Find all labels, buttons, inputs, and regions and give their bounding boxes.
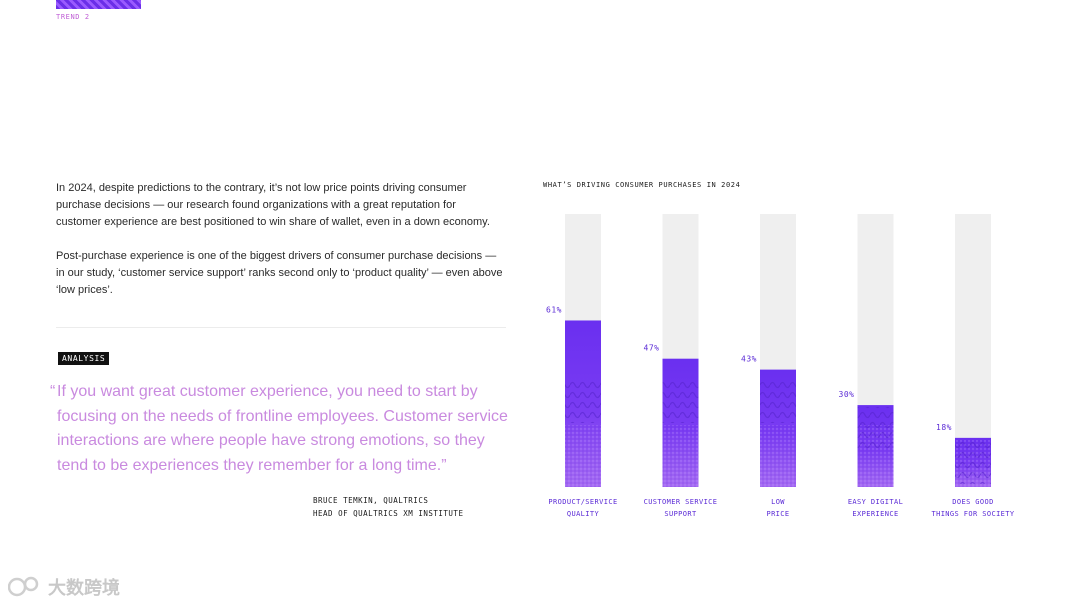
category-label: CUSTOMER SERVICE [644,498,718,506]
category-label: PRICE [766,510,789,518]
bar-value-label: 61% [546,305,562,314]
category-label: PRODUCT/SERVICE [548,498,617,506]
bar-group: 61% PRODUCT/SERVICE QUALITY [546,214,617,518]
bar-texture [565,425,601,487]
category-label: EXPERIENCE [852,510,898,518]
bar-value-label: 30% [839,390,855,399]
quote-attribution: BRUCE TEMKIN, QUALTRICS HEAD OF QUALTRIC… [313,495,463,520]
category-label: DOES GOOD [952,498,994,506]
open-quote-mark: “ [50,383,56,400]
chart-title: WHAT’S DRIVING CONSUMER PURCHASES IN 202… [543,181,741,189]
bar-texture [565,379,601,423]
bar-group: 18% DOES GOOD THINGS FOR SOCIETY [931,214,1015,518]
bar-texture [955,439,991,487]
category-label: SUPPORT [664,510,697,518]
bar-texture [760,379,796,423]
watermark-text: 大数跨境 [48,578,120,598]
category-label: QUALITY [567,510,600,518]
analysis-tag: ANALYSIS [58,352,110,365]
quote-text: If you want great customer experience, y… [57,383,508,474]
bar-value-label: 47% [644,344,660,353]
bar-texture [662,379,699,423]
trend-swatch [56,0,141,9]
watermark: 大数跨境 [8,574,120,600]
intro-paragraph-1: In 2024, despite predictions to the cont… [56,182,490,228]
purchase-drivers-chart: 61% PRODUCT/SERVICE QUALITY 47% CUSTOMER SER… [546,214,1015,518]
bar-texture [760,425,796,487]
bar-value-label: 43% [741,355,757,364]
author-name: BRUCE TEMKIN, QUALTRICS [313,496,429,505]
intro-paragraph-2: Post-purchase experience is one of the b… [56,250,503,296]
bar-group: 30% EASY DIGITAL EXPERIENCE [839,214,903,518]
bar-group: 43% LOW PRICE [741,214,796,518]
section-divider [56,327,506,328]
category-label: THINGS FOR SOCIETY [931,510,1014,518]
bar-texture [662,425,699,487]
bar-group: 47% CUSTOMER SERVICE SUPPORT [644,214,718,518]
bar-texture [857,425,894,487]
category-label: EASY DIGITAL [848,498,903,506]
pull-quote: “ If you want great customer experience,… [50,380,510,478]
watermark-logo-icon [8,576,39,597]
author-title: HEAD OF QUALTRICS XM INSTITUTE [313,508,464,518]
category-label: LOW [771,498,785,506]
trend-label: TREND 2 [56,13,90,21]
bar-value-label: 18% [936,423,952,432]
